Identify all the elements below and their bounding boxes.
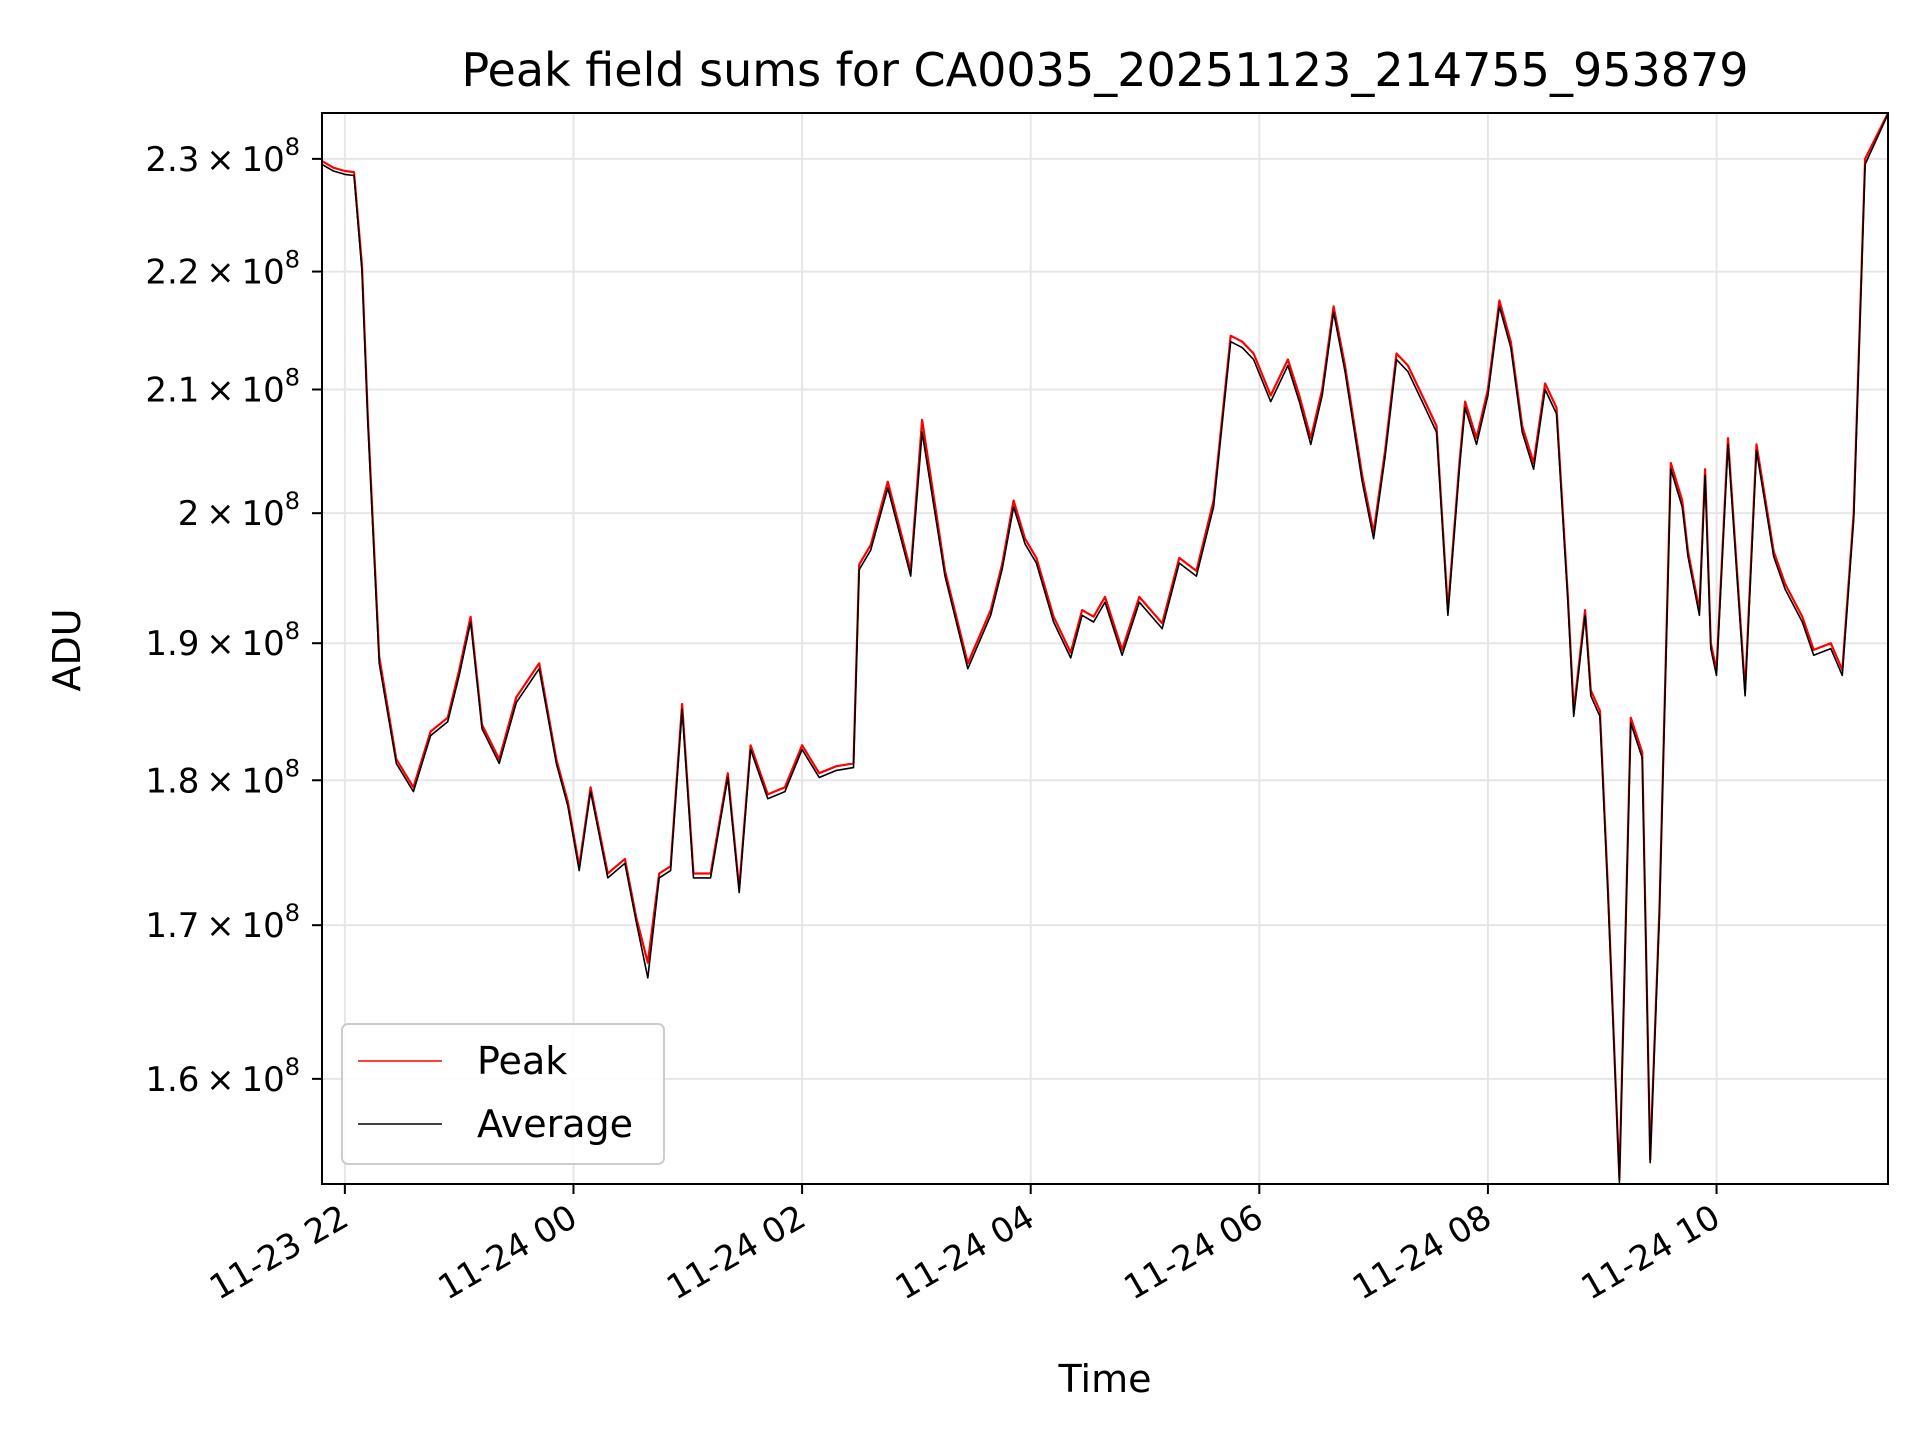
plot-area-frame bbox=[321, 112, 1889, 1185]
y-tick-label: 1.8 × 108 bbox=[145, 754, 300, 801]
series-line-average bbox=[322, 113, 1888, 1184]
y-tick-label: 2.1 × 108 bbox=[145, 363, 300, 410]
y-axis-label: ADU bbox=[45, 608, 89, 691]
y-tick-label: 1.6 × 108 bbox=[145, 1053, 300, 1100]
y-axis: 1.6 × 108 1.7 × 108 1.8 × 108 1.9 × 108 2 × … bbox=[145, 133, 322, 1100]
y-tick-label: 2.3 × 108 bbox=[145, 133, 300, 180]
legend-average-label: Average bbox=[477, 1102, 633, 1146]
legend-peak-label: Peak bbox=[477, 1039, 567, 1083]
y-tick-label: 1.9 × 108 bbox=[145, 617, 300, 664]
chart-title: Peak field sums for CA0035_20251123_2147… bbox=[461, 43, 1748, 97]
y-tick-label: 2.2 × 108 bbox=[145, 246, 300, 293]
x-axis-label: Time bbox=[1058, 1357, 1152, 1401]
y-tick-label: 1.7 × 108 bbox=[145, 899, 300, 946]
legend: Peak Average bbox=[341, 1023, 665, 1165]
legend-box bbox=[341, 1023, 665, 1165]
y-tick-label: 2 × 108 bbox=[178, 487, 300, 534]
series-layer bbox=[322, 113, 1888, 1184]
